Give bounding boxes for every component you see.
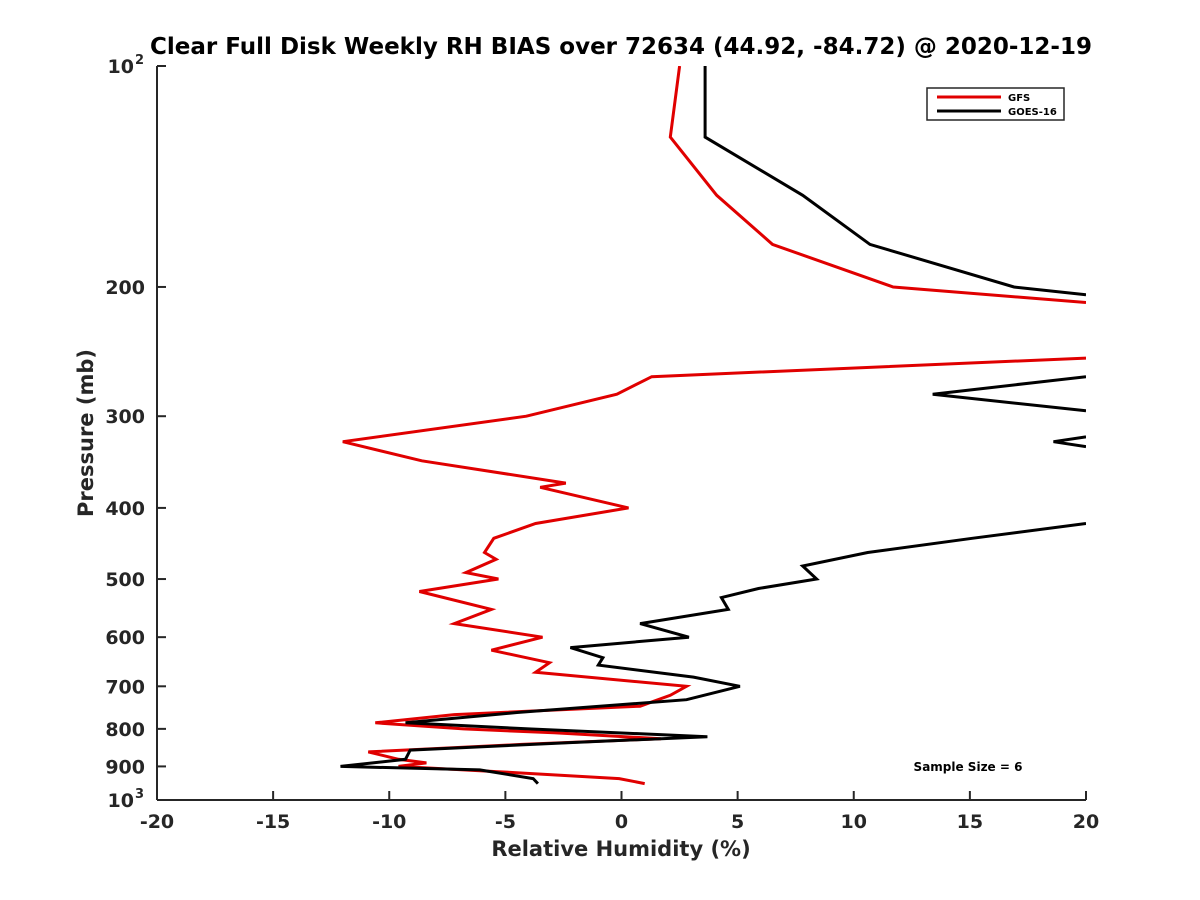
legend-box [926, 87, 1065, 121]
chart-title: Clear Full Disk Weekly RH BIAS over 7263… [150, 34, 1092, 60]
x-tick-label: -5 [495, 811, 516, 833]
y-tick-label: 400 [105, 498, 145, 520]
y-tick-label: 10 [108, 56, 134, 78]
legend-label-goes-16: GOES-16 [1008, 107, 1057, 118]
x-tick-label: -15 [256, 811, 290, 833]
x-tick-label: 20 [1073, 811, 1099, 833]
y-tick-label: 300 [105, 406, 145, 428]
y-tick-exponent: 2 [135, 53, 144, 68]
y-axis-label: Pressure (mb) [74, 349, 98, 517]
legend-label-gfs: GFS [1008, 93, 1030, 104]
x-axis-label: Relative Humidity (%) [491, 837, 750, 861]
series-layer [340, 66, 1086, 786]
x-tick-label: 5 [731, 811, 744, 833]
x-tick-label: -20 [140, 811, 174, 833]
series-line-gfs [342, 66, 1086, 786]
y-tick-label: 10 [108, 790, 134, 812]
y-tick-label: 600 [105, 627, 145, 649]
y-tick-label: 700 [105, 676, 145, 698]
y-tick-label: 200 [105, 277, 145, 299]
legend: GFS GOES-16 [926, 87, 1065, 121]
y-tick-label: 900 [105, 756, 145, 778]
x-tick-label: 10 [841, 811, 867, 833]
x-tick-label: -10 [372, 811, 406, 833]
y-tick-label: 500 [105, 569, 145, 591]
y-tick-label: 800 [105, 719, 145, 741]
sample-size-annotation: Sample Size = 6 [914, 760, 1023, 774]
x-tick-label: 15 [957, 811, 983, 833]
x-tick-label: 0 [615, 811, 628, 833]
y-tick-exponent: 3 [135, 787, 144, 802]
series-line-goes-16 [340, 66, 1086, 785]
